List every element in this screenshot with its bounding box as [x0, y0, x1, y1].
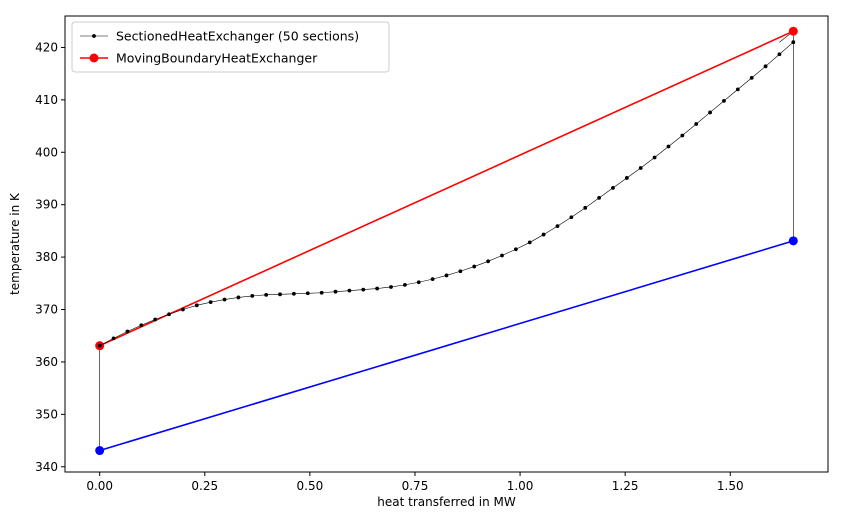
data-point [375, 286, 380, 291]
data-point [486, 259, 491, 264]
y-tick-label: 420 [35, 40, 58, 54]
data-point [305, 291, 310, 296]
series-line [99, 240, 794, 452]
data-point [97, 343, 102, 348]
data-point [749, 75, 754, 80]
data-point [788, 236, 798, 246]
data-point [153, 317, 158, 322]
data-point [264, 292, 269, 297]
data-point [527, 240, 532, 245]
y-tick-label: 340 [35, 460, 58, 474]
data-point [167, 312, 171, 317]
data-point [194, 303, 199, 308]
x-tick-label: 0.25 [191, 479, 218, 493]
data-point [624, 176, 629, 180]
data-point [541, 232, 546, 237]
legend-label: MovingBoundaryHeatExchanger [116, 51, 318, 66]
data-point [791, 40, 796, 45]
legend-entry: SectionedHeatExchanger (50 sections) [80, 29, 359, 44]
data-point [555, 224, 560, 229]
x-axis-label: heat transferred in MW [377, 495, 516, 509]
series-2 [95, 236, 798, 456]
y-tick-label: 360 [35, 355, 58, 369]
plot-content [95, 26, 798, 456]
series-line [99, 30, 794, 347]
data-point [722, 99, 726, 103]
legend: SectionedHeatExchanger (50 sections) Movi… [71, 21, 390, 73]
data-point [652, 155, 657, 160]
x-tick-label: 1.25 [612, 479, 639, 493]
data-point [500, 253, 504, 258]
data-point [569, 215, 574, 220]
x-tick-label: 1.00 [507, 479, 534, 493]
data-point [638, 166, 643, 170]
data-point [597, 195, 601, 200]
legend-label: SectionedHeatExchanger (50 sections) [116, 29, 359, 44]
y-axis: 340 350 360 370 380 390 400 410 420 [35, 40, 65, 474]
y-tick-label: 380 [35, 250, 58, 264]
y-tick-label: 410 [35, 93, 58, 107]
data-point [430, 277, 435, 282]
x-tick-label: 1.50 [717, 479, 744, 493]
x-axis: 0.00 0.25 0.50 0.75 1.00 1.25 1.50 [86, 472, 744, 493]
y-tick-label: 400 [35, 145, 58, 159]
data-point [361, 287, 366, 292]
data-point [389, 285, 393, 289]
data-point [319, 290, 324, 295]
data-point [181, 307, 185, 312]
data-point [208, 300, 213, 305]
data-point [402, 282, 407, 287]
legend-box [71, 21, 390, 73]
legend-marker [92, 34, 96, 38]
y-tick-label: 370 [35, 303, 58, 317]
data-point [777, 52, 782, 57]
data-point [416, 280, 421, 285]
data-point [513, 247, 518, 252]
x-tick-label: 0.00 [86, 479, 113, 493]
data-point [111, 336, 116, 341]
data-point [611, 186, 615, 190]
data-point [694, 122, 699, 126]
y-tick-label: 390 [35, 198, 58, 212]
data-point [222, 297, 227, 302]
legend-entry: MovingBoundaryHeatExchanger [80, 51, 318, 66]
data-point [735, 87, 740, 92]
data-point [583, 205, 588, 210]
data-point [125, 329, 130, 334]
data-point [472, 264, 477, 269]
x-tick-label: 0.50 [297, 479, 324, 493]
data-point [236, 295, 241, 300]
x-tick-label: 0.75 [402, 479, 429, 493]
data-point [708, 110, 712, 115]
data-point [95, 446, 105, 456]
data-point [444, 273, 449, 278]
data-point [333, 289, 338, 294]
series-1 [95, 26, 798, 351]
data-point [139, 323, 144, 328]
plot-frame [64, 15, 829, 473]
data-point [250, 293, 255, 298]
y-axis-label: temperature in K [8, 192, 22, 295]
data-point [458, 269, 463, 274]
data-point [763, 64, 768, 69]
data-point [278, 292, 282, 297]
series-line [99, 41, 794, 346]
data-point [680, 133, 685, 138]
data-point [347, 288, 352, 293]
data-point [666, 144, 671, 149]
data-point [788, 26, 798, 36]
data-point [292, 291, 296, 296]
legend-marker [89, 53, 99, 63]
series-0 [97, 40, 796, 348]
y-tick-label: 350 [35, 407, 58, 421]
